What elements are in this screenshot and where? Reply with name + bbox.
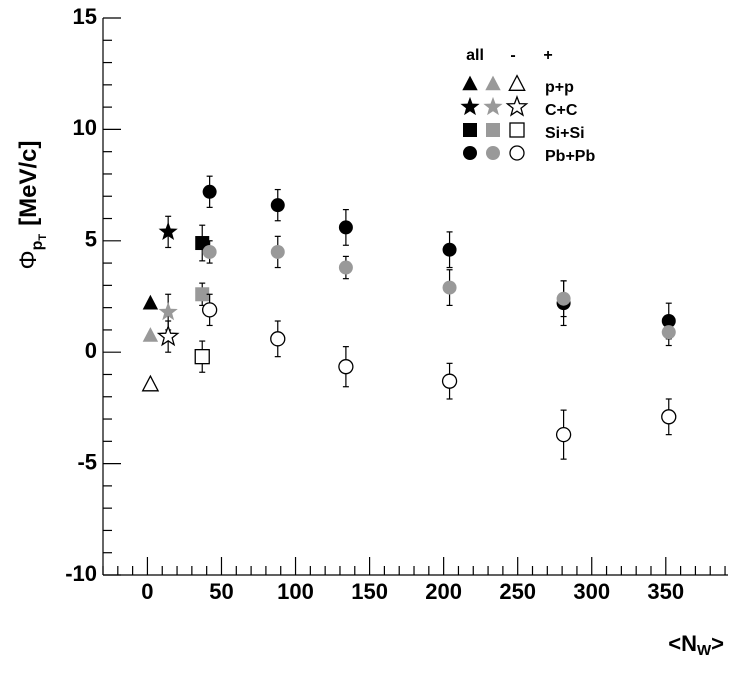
y-label-sub: p [29, 240, 46, 250]
legend-label: Pb+Pb [545, 148, 595, 165]
data-point [158, 302, 178, 321]
x-label-main: <N [668, 631, 697, 656]
data-point [555, 426, 572, 443]
data-point [194, 349, 210, 365]
data-point [556, 291, 571, 306]
legend-marker [509, 145, 525, 161]
data-point [661, 325, 676, 340]
data-point [442, 242, 457, 257]
legend-header: + [543, 47, 552, 64]
data-point [202, 244, 217, 259]
x-axis-label: <NW> [668, 631, 724, 659]
y-tick-label: 15 [73, 4, 97, 29]
legend-marker [505, 95, 529, 117]
legend-marker [485, 75, 501, 91]
legend-marker [463, 146, 477, 160]
legend-header: - [510, 47, 515, 64]
x-tick-label: 350 [647, 579, 684, 604]
legend-header: all [466, 47, 484, 64]
legend-marker [486, 123, 500, 137]
legend-marker [460, 96, 480, 116]
x-tick-label: 0 [141, 579, 153, 604]
y-label-symbol: Φ [15, 250, 42, 269]
legend-label: C+C [545, 102, 578, 119]
data-point [338, 220, 353, 235]
x-label-sub: W [697, 642, 712, 659]
y-tick-label: 10 [73, 115, 97, 140]
legend-marker [486, 146, 500, 160]
legend-marker [508, 74, 526, 91]
legend-marker [509, 122, 525, 138]
data-point [270, 331, 286, 347]
legend-label: Si+Si [545, 125, 585, 142]
legend-label: p+p [545, 79, 574, 96]
data-point [338, 260, 353, 275]
data-point [270, 244, 285, 259]
y-label-unit: [MeV/c] [15, 140, 42, 225]
y-label-subsub: T [37, 234, 49, 241]
data-point [141, 374, 160, 392]
x-tick-label: 150 [351, 579, 388, 604]
y-tick-label: 5 [85, 227, 97, 252]
y-tick-label: -10 [65, 561, 97, 586]
data-point [158, 221, 178, 241]
legend-marker [463, 123, 477, 137]
data-point [195, 287, 210, 302]
data-point [338, 359, 354, 375]
legend-marker [483, 96, 503, 116]
data-point [156, 324, 180, 347]
data-point [201, 302, 218, 318]
y-axis-label: ΦpT [MeV/c] [15, 140, 49, 269]
y-tick-label: 0 [85, 338, 97, 363]
x-tick-label: 250 [499, 579, 536, 604]
legend-marker [462, 75, 478, 91]
data-point [142, 327, 159, 342]
x-tick-label: 100 [277, 579, 314, 604]
data-point [661, 409, 677, 425]
y-tick-label: -5 [77, 449, 97, 474]
data-point [442, 280, 457, 295]
x-tick-label: 200 [425, 579, 462, 604]
x-tick-label: 50 [209, 579, 233, 604]
data-point [441, 373, 458, 389]
x-label-end: > [711, 631, 724, 656]
data-point [142, 294, 159, 310]
data-point [202, 184, 217, 199]
data-point [270, 198, 285, 213]
x-tick-label: 300 [573, 579, 610, 604]
